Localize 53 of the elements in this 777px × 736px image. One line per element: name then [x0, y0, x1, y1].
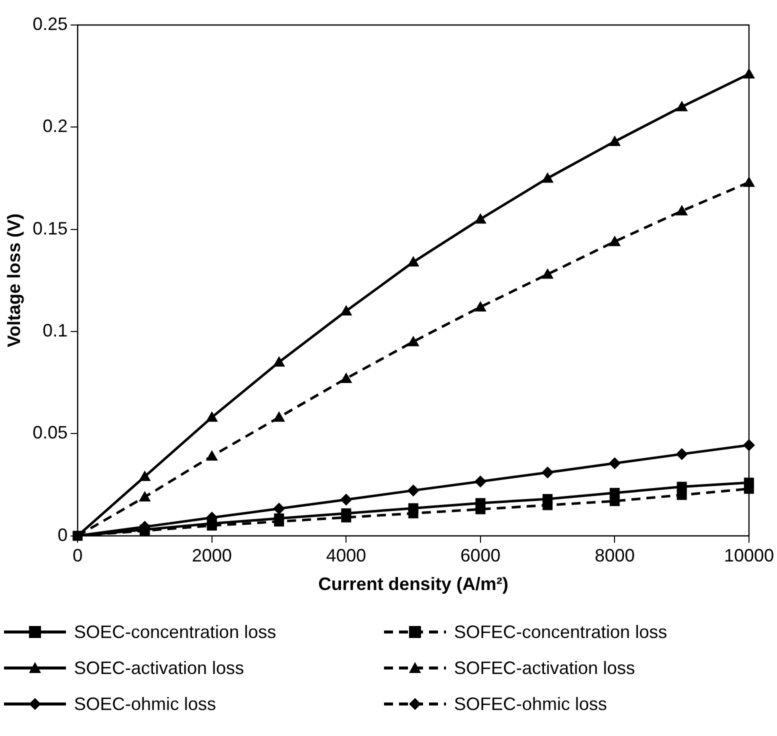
legend-label: SOFEC-concentration loss [454, 622, 668, 642]
point [340, 372, 352, 383]
y-tick-label: 0.15 [32, 218, 68, 238]
point [474, 300, 486, 312]
point [542, 466, 554, 478]
x-tick-label: 8000 [594, 546, 635, 566]
x-tick-label: 2000 [192, 546, 232, 566]
point [610, 496, 620, 506]
point [744, 484, 754, 494]
point [273, 411, 286, 422]
x-axis-title: Current density (A/m²) [318, 574, 508, 594]
y-tick-label: 0.25 [32, 14, 68, 34]
legend-label: SOEC-activation loss [74, 658, 244, 678]
point [608, 457, 621, 470]
point [274, 516, 284, 526]
point [138, 470, 151, 482]
point [475, 504, 486, 514]
point [608, 236, 621, 246]
point [138, 490, 151, 502]
legend-label: SOFEC-activation loss [454, 658, 636, 678]
point [474, 213, 486, 224]
point [542, 172, 554, 183]
x-tick-label: 4000 [326, 546, 366, 566]
x-tick-label: 10000 [724, 546, 774, 566]
point [341, 512, 352, 522]
legend-label: SOEC-concentration loss [74, 622, 276, 642]
point [206, 450, 218, 461]
point [676, 448, 688, 460]
point [542, 500, 553, 510]
y-tick-label: 0.05 [32, 422, 68, 443]
legend-label: SOEC-ohmic loss [74, 694, 216, 714]
point [676, 100, 688, 112]
point [408, 508, 418, 518]
legend-label: SOFEC-ohmic loss [454, 694, 608, 714]
point [206, 411, 218, 422]
y-tick-label: 0 [58, 524, 68, 545]
point [340, 305, 352, 316]
x-tick-label: 6000 [460, 546, 500, 566]
point [407, 256, 420, 267]
point [474, 475, 486, 488]
point [407, 484, 420, 496]
y-tick-label: 0.2 [42, 116, 68, 136]
point [407, 336, 420, 346]
point [608, 135, 621, 146]
point [340, 494, 352, 506]
point [676, 490, 687, 500]
y-tick-label: 0.1 [42, 320, 68, 340]
y-axis-title: Voltage loss (V) [4, 214, 24, 348]
x-tick-label: 0 [72, 546, 83, 566]
point [542, 268, 554, 279]
point [273, 356, 286, 367]
point [676, 204, 688, 216]
point [273, 502, 286, 515]
